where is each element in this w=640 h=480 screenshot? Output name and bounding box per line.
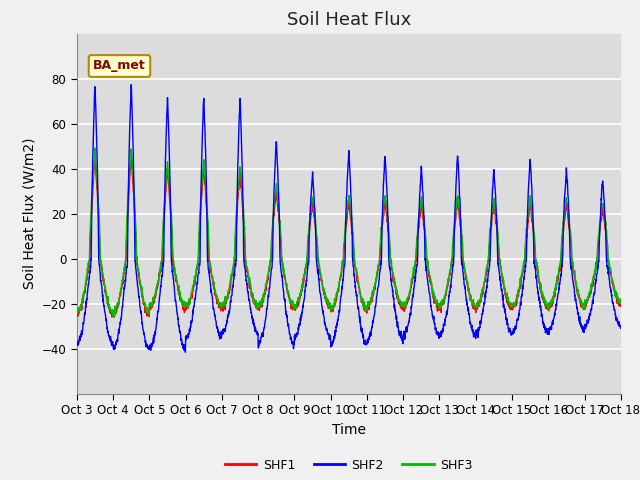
Y-axis label: Soil Heat Flux (W/m2): Soil Heat Flux (W/m2)	[22, 138, 36, 289]
Legend: SHF1, SHF2, SHF3: SHF1, SHF2, SHF3	[220, 454, 477, 477]
Title: Soil Heat Flux: Soil Heat Flux	[287, 11, 411, 29]
X-axis label: Time: Time	[332, 422, 366, 437]
Text: BA_met: BA_met	[93, 60, 146, 72]
